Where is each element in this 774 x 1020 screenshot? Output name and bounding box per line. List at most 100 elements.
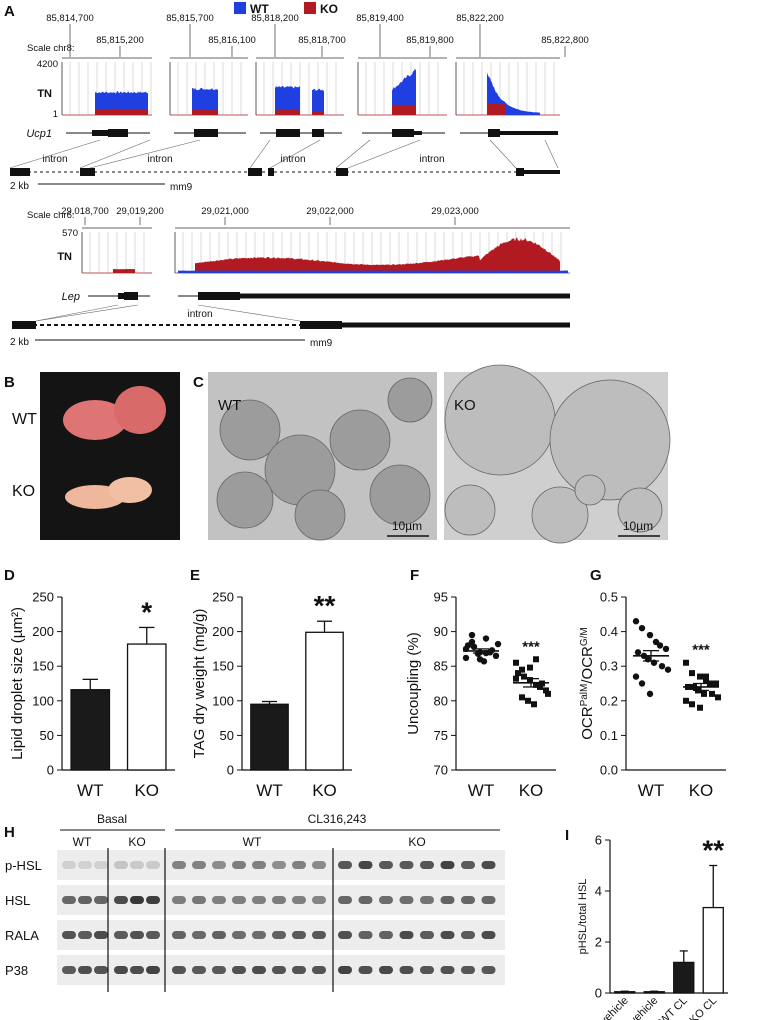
bar [250, 703, 289, 771]
assembly-label: mm9 [310, 338, 333, 349]
bar [673, 961, 695, 994]
point [480, 658, 488, 665]
point [464, 642, 472, 649]
significance: * [141, 596, 152, 627]
point [658, 663, 666, 670]
y-tick-label: 85 [434, 659, 448, 674]
coordinate: 85,815,700 [166, 13, 214, 24]
subgroup-label: WT [243, 835, 262, 849]
track-min: 1 [53, 109, 58, 120]
y-tick-label: 0.3 [600, 659, 618, 674]
point [492, 652, 500, 660]
lipid-droplet [216, 471, 274, 529]
bar [614, 991, 636, 994]
y-tick-label: 90 [434, 624, 448, 639]
y-tick-label: 0 [47, 763, 54, 778]
y-tick-label: 0.4 [600, 624, 618, 639]
point [476, 649, 484, 656]
point [646, 690, 654, 698]
blot-band [252, 966, 266, 974]
group-label: CL316,243 [308, 812, 367, 826]
y-tick-label: 75 [434, 728, 448, 743]
signal [192, 109, 218, 115]
blot-band [114, 896, 128, 904]
exon [80, 168, 95, 176]
point [701, 690, 707, 697]
lipid-droplet [329, 409, 391, 471]
x-tick-label: WT [256, 781, 282, 800]
point [689, 670, 695, 677]
point [531, 701, 537, 708]
point [664, 666, 672, 673]
point [519, 666, 525, 673]
y-tick-label: 95 [434, 590, 448, 605]
coordinate: 29,023,000 [431, 206, 479, 217]
subgroup-label: WT [73, 835, 92, 849]
y-tick-label: 150 [32, 659, 54, 674]
blot-band [192, 861, 206, 869]
coordinate: 85,818,200 [251, 13, 299, 24]
image-label: WT [218, 397, 241, 414]
signal [113, 268, 135, 273]
intron-label: intron [147, 154, 172, 165]
blot-band [94, 861, 108, 869]
coordinate: 85,819,800 [406, 35, 454, 46]
x-tick-label: WT [638, 781, 664, 800]
point [703, 677, 709, 684]
point [634, 649, 642, 656]
blot-band [358, 896, 373, 904]
subgroup-label: KO [408, 835, 425, 849]
y-tick-label: 0.1 [600, 728, 618, 743]
blot-band [232, 966, 246, 974]
panel-label: H [4, 824, 15, 841]
x-tick-label: KO [519, 781, 544, 800]
connector [489, 139, 517, 169]
blot-band [146, 896, 160, 904]
blot-band [172, 896, 186, 904]
exon [12, 321, 36, 329]
point [482, 635, 490, 642]
signal [392, 104, 416, 115]
exon [92, 130, 108, 136]
tissue [114, 386, 166, 434]
point [519, 694, 525, 701]
y-tick-label: 50 [220, 728, 234, 743]
exon [300, 321, 342, 329]
intron-label: intron [280, 154, 305, 165]
blot-band [252, 896, 266, 904]
exon [488, 129, 500, 137]
panel-label: B [4, 374, 15, 391]
blot-band [212, 861, 226, 869]
significance: *** [522, 638, 540, 655]
exon [524, 170, 560, 174]
y-tick-label: 50 [40, 728, 54, 743]
scale-label: Scale chr8: [27, 43, 75, 54]
scale-label: Scale chr6: [27, 210, 75, 221]
point [638, 680, 646, 687]
blot-band [130, 931, 144, 939]
y-tick-label: 4 [595, 884, 602, 899]
point [697, 673, 703, 680]
legend-swatch [234, 2, 246, 14]
blot-band [399, 861, 414, 869]
blot-band [461, 966, 475, 974]
blot-band [62, 966, 76, 974]
point [632, 618, 640, 625]
track-name: TN [37, 88, 52, 100]
coordinate: 85,815,200 [96, 35, 144, 46]
y-tick-label: 100 [32, 693, 54, 708]
blot-band [172, 861, 186, 869]
x-tick-label: WT CL [657, 995, 690, 1020]
connector [35, 304, 119, 322]
connector [347, 139, 421, 169]
lipid-droplet [574, 474, 606, 506]
y-axis-label: OCRPalM/OCRG/M [579, 627, 597, 740]
y-tick-label: 250 [32, 590, 54, 605]
gene-name: Lep [62, 291, 80, 303]
blot-band [192, 931, 206, 939]
row-label: HSL [5, 893, 30, 908]
signal [275, 85, 300, 115]
y-tick-label: 0.5 [600, 590, 618, 605]
y-tick-label: 6 [595, 833, 602, 848]
row-label: KO [12, 483, 35, 500]
